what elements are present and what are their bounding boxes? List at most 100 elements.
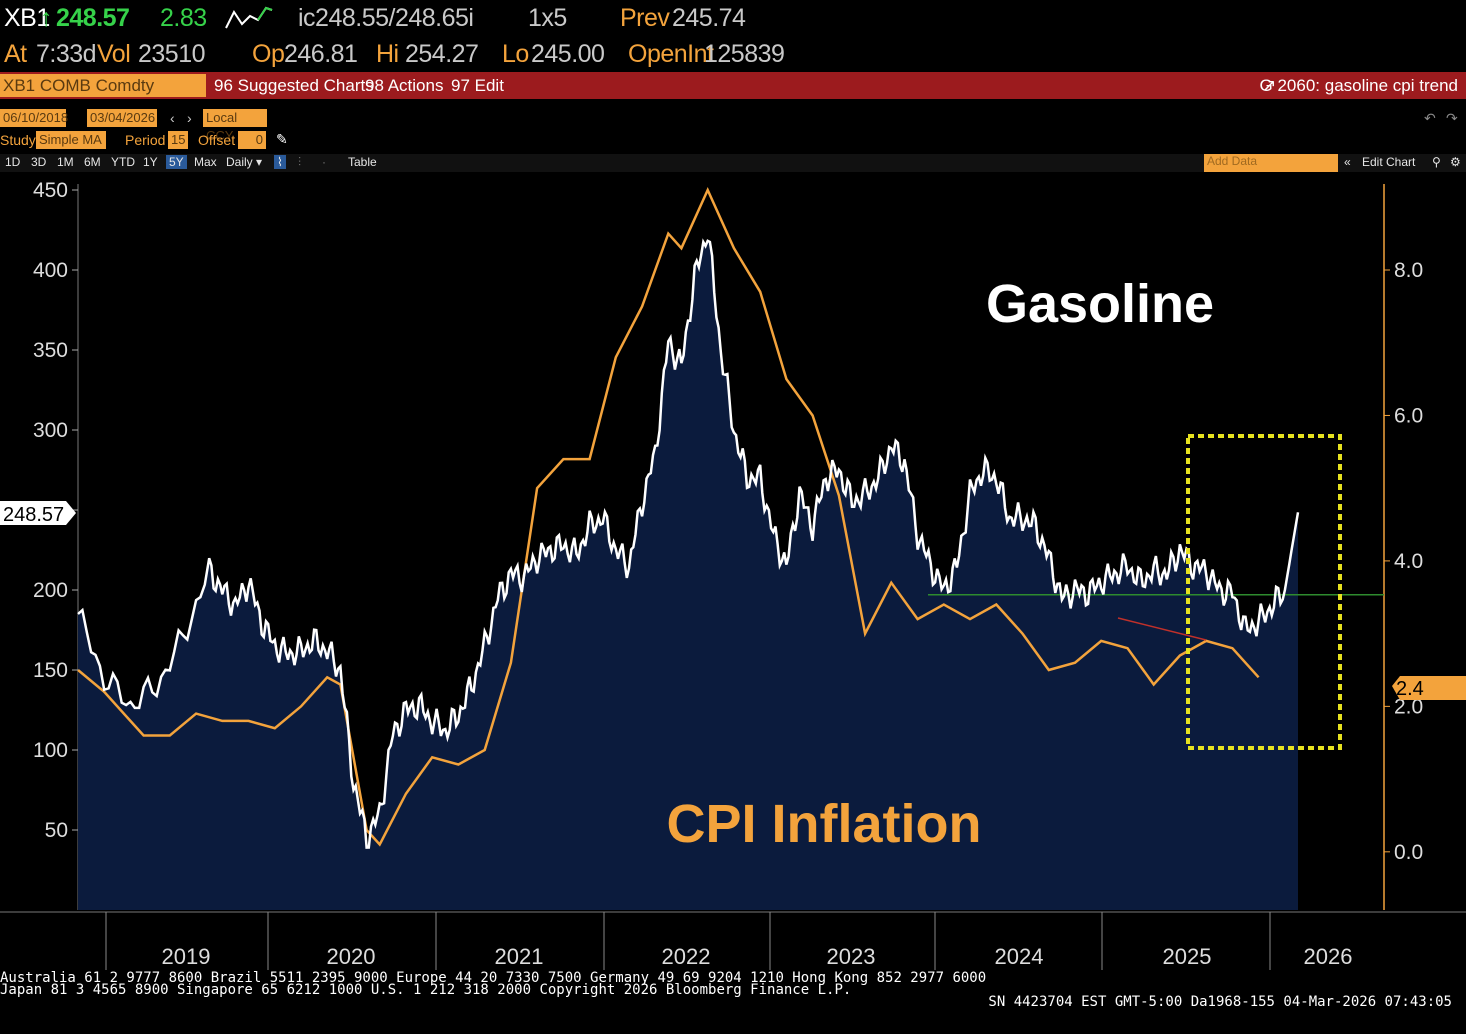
frequency-select[interactable]: Daily [226, 155, 253, 169]
gasoline-area-fill [78, 240, 1298, 911]
left-tick-label: 350 [33, 339, 68, 362]
bid-ask-size: 1x5 [528, 4, 567, 32]
line-chart-icon[interactable]: ⌇ [274, 155, 286, 169]
offset-label: Offset [198, 132, 236, 148]
last-price-tag-label: 248.57 [3, 504, 64, 526]
end-date-field[interactable]: 03/04/2026 [87, 109, 157, 127]
left-tick-label: 300 [33, 419, 68, 442]
x-tick-label: 2020 [327, 944, 376, 969]
prev-period-icon[interactable]: ‹ [170, 110, 175, 126]
right-tick-label: 8.0 [1394, 259, 1423, 282]
edit-chart-button[interactable]: Edit Chart [1362, 155, 1416, 169]
range-6m[interactable]: 6M [84, 155, 101, 169]
ticker[interactable]: XB1 [4, 4, 50, 32]
add-data-input[interactable]: Add Data [1204, 154, 1338, 172]
up-arrow-icon: ↑ [40, 4, 53, 32]
chart-title: G 2060: gasoline cpi trend [1259, 76, 1458, 95]
pencil-icon[interactable]: ✎ [276, 131, 288, 147]
sparkline-icon [225, 6, 273, 29]
left-tick-label: 50 [45, 819, 68, 842]
right-axis: 0.0 2.0 4.0 6.0 8.0 [1383, 184, 1423, 910]
bar-chart-icon[interactable]: ⫶ [298, 155, 302, 169]
security-field[interactable]: XB1 COMB Comdty [0, 74, 206, 97]
last-price: 248.57 [56, 4, 130, 32]
study-label: Study [0, 132, 36, 148]
price-change: 2.83 [160, 4, 207, 32]
settings-gear-icon[interactable]: ⚙ [1450, 155, 1461, 169]
dot-icon: · [322, 155, 326, 169]
range-5y[interactable]: 5Y [166, 155, 187, 169]
x-tick-label: 2019 [162, 944, 211, 969]
range-ytd[interactable]: YTD [111, 155, 135, 169]
actions-button[interactable]: 98 Actions [365, 76, 444, 95]
suggested-charts-button[interactable]: 96 Suggested Charts [214, 76, 374, 95]
right-tick-label: 2.0 [1394, 695, 1423, 718]
date-range-controls: 06/10/2018 03/04/2026 ‹ › Local CCY ↶ ↷ [0, 108, 1466, 143]
gasoline-annotation: Gasoline [986, 274, 1214, 334]
external-link-icon[interactable]: ↗ [1262, 76, 1277, 95]
table-button[interactable]: Table [348, 155, 377, 169]
period-field[interactable]: 15 [168, 131, 188, 149]
x-tick-label: 2025 [1163, 944, 1212, 969]
x-axis: 2019 2020 2021 2022 2023 2024 2025 2026 [0, 911, 1466, 970]
left-tick-label: 150 [33, 659, 68, 682]
x-tick-label: 2021 [495, 944, 544, 969]
range-1d[interactable]: 1D [5, 155, 21, 169]
range-3d[interactable]: 3D [31, 155, 47, 169]
left-axis: 50100150200250300350400450 [33, 179, 79, 910]
trend-arrow [1117, 617, 1207, 641]
prev-label: Prev [620, 4, 670, 32]
footer-line-2: Japan 81 3 4565 8900 Singapore 65 6212 1… [0, 982, 852, 998]
range-1m[interactable]: 1M [57, 155, 74, 169]
footer-line-3: SN 4423704 EST GMT-5:00 Da1968-155 04-Ma… [988, 994, 1452, 1010]
next-period-icon[interactable]: › [187, 110, 192, 126]
pin-icon[interactable]: ⚲ [1432, 155, 1441, 169]
collapse-icon[interactable]: « [1344, 155, 1351, 169]
open-label: Op [252, 40, 285, 68]
right-tick-label: 0.0 [1394, 841, 1423, 864]
start-date-field[interactable]: 06/10/2018 [0, 109, 68, 127]
bid-ask: ic248.55/248.65i [298, 4, 474, 32]
low-label: Lo [502, 40, 529, 68]
last-price-tag: 248.57 [0, 501, 76, 526]
high-label: Hi [376, 40, 399, 68]
vol-label: Vol [97, 40, 131, 68]
dropdown-caret-icon[interactable]: ▾ [256, 155, 263, 169]
study-controls: Study Simple MA Period 15 Offset 0 ✎ [0, 130, 1466, 150]
function-toolbar: XB1 COMB Comdty 96 Suggested Charts 98 A… [0, 72, 1466, 99]
time-range-bar: 1D 3D 1M 6M YTD 1Y 5Y Max Daily ▾ ⌇ ⫶ · … [0, 154, 1466, 172]
range-1y[interactable]: 1Y [143, 155, 158, 169]
redo-icon[interactable]: ↷ [1446, 110, 1458, 126]
range-max[interactable]: Max [194, 155, 217, 169]
right-tick-label: 4.0 [1394, 550, 1423, 573]
currency-select[interactable]: Local CCY [203, 109, 267, 143]
x-tick-label: 2026 [1304, 944, 1353, 969]
prev-value: 245.74 [672, 4, 746, 32]
left-tick-label: 450 [33, 179, 68, 202]
cpi-series-line [77, 186, 1260, 847]
cpi-last-tag: 2.4 [1392, 676, 1466, 700]
price-chart: 50100150200250300350400450 0.02.04.06.08… [0, 179, 1466, 970]
x-tick-label: 2023 [827, 944, 876, 969]
period-label: Period [125, 132, 166, 148]
edit-button[interactable]: 97 Edit [451, 76, 504, 95]
at-label: At [4, 40, 27, 68]
left-tick-label: 400 [33, 259, 68, 282]
study-select[interactable]: Simple MA [36, 131, 106, 149]
open-value: 246.81 [284, 40, 358, 68]
left-tick-label: 200 [33, 579, 68, 602]
high-value: 254.27 [405, 40, 479, 68]
gasoline-series-line [77, 238, 1300, 849]
cpi-annotation: CPI Inflation [667, 794, 982, 854]
highlight-box [1186, 434, 1342, 750]
offset-field[interactable]: 0 [238, 131, 266, 149]
open-interest-value: 125839 [704, 40, 785, 68]
open-interest-label: OpenInt [628, 40, 714, 68]
cpi-last-tag-label: 2.4 [1396, 678, 1424, 700]
at-time: 7:33d [36, 40, 97, 68]
x-tick-label: 2024 [995, 944, 1044, 969]
low-value: 245.00 [531, 40, 605, 68]
x-tick-label: 2022 [662, 944, 711, 969]
vol-value: 23510 [138, 40, 206, 68]
undo-icon[interactable]: ↶ [1424, 110, 1436, 126]
